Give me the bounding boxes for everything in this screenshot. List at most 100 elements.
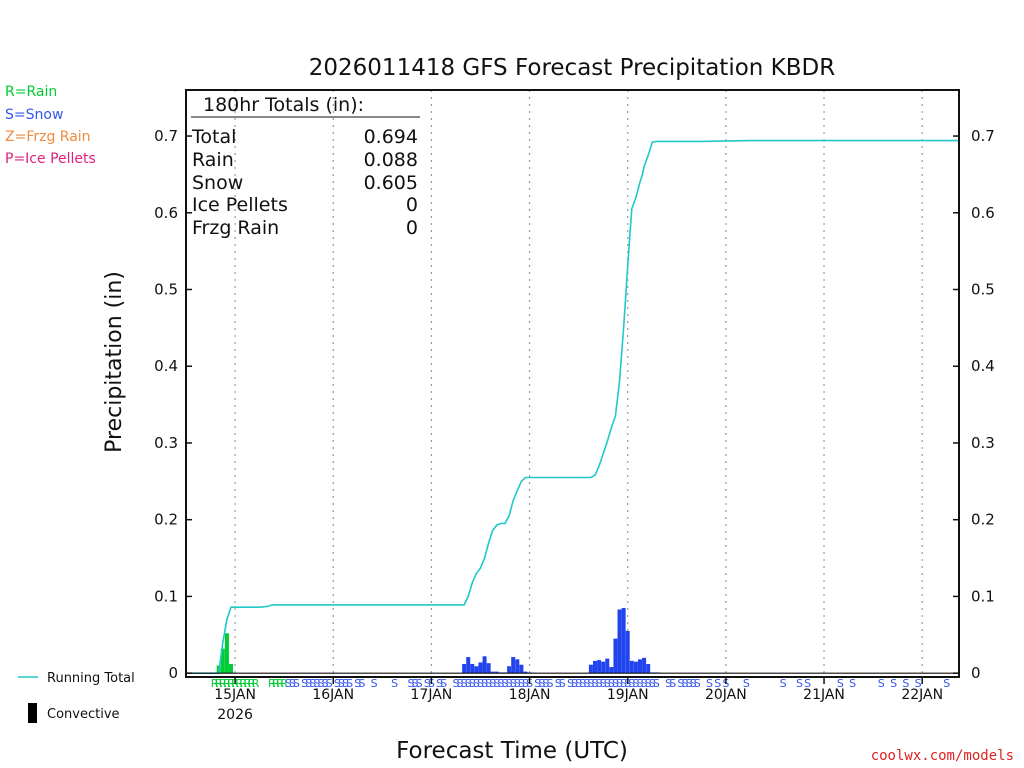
ptype-marker-r: R — [227, 677, 235, 690]
ptype-marker-s: S — [600, 677, 607, 690]
ptype-marker-s: S — [522, 677, 529, 690]
legend-snow: S=Snow — [5, 107, 63, 123]
totals-value-snow: 0.605 — [364, 172, 418, 194]
ptype-marker-s: S — [534, 677, 541, 690]
y-tick-label-left: 0.6 — [154, 204, 178, 222]
ptype-marker-s: S — [665, 677, 672, 690]
ptype-marker-r: R — [252, 677, 260, 690]
ptype-marker-s: S — [681, 677, 688, 690]
snow-bar — [588, 664, 593, 674]
ptype-marker-r: R — [219, 677, 227, 690]
ptype-marker-s: S — [596, 677, 603, 690]
ptype-marker-s: S — [587, 677, 594, 690]
ptype-marker-s: S — [391, 677, 398, 690]
plot-frame — [185, 89, 960, 678]
source-credit: coolwx.com/models — [871, 748, 1014, 764]
ptype-marker-s: S — [416, 677, 423, 690]
totals-value-rain: 0.088 — [364, 149, 418, 171]
precip-type-legend: R=Rain S=Snow Z=Frzg Rain P=Ice Pellets — [5, 84, 96, 167]
running-total-line — [186, 139, 959, 675]
ptype-marker-s: S — [653, 677, 660, 690]
y-tick-label-left: 0.3 — [154, 434, 178, 452]
ptype-marker-s: S — [575, 677, 582, 690]
ptype-marker-s: S — [567, 677, 574, 690]
ptype-marker-s: S — [358, 677, 365, 690]
ptype-marker-s: S — [436, 677, 443, 690]
y-tick-label-right: 0.6 — [971, 204, 995, 222]
ptype-marker-s: S — [547, 677, 554, 690]
snow-bar — [646, 663, 651, 674]
ptype-marker-s: S — [285, 677, 292, 690]
ptype-marker-s: S — [677, 677, 684, 690]
ptype-marker-s: S — [514, 677, 521, 690]
totals-box: 180hr Totals (in): Total 0.694 Rain 0.08… — [191, 94, 420, 239]
running-total-series — [186, 139, 959, 675]
ptype-marker-s: S — [538, 677, 545, 690]
ptype-marker-s: S — [317, 677, 324, 690]
bar-series — [216, 607, 663, 674]
snow-bar — [470, 663, 475, 674]
ptype-marker-s: S — [407, 677, 414, 690]
snow-bar — [490, 671, 495, 674]
y-tick-label-right: 0 — [971, 664, 981, 682]
ptype-marker-s: S — [555, 677, 562, 690]
ptype-marker-r: R — [280, 677, 288, 690]
gridlines — [234, 90, 923, 677]
chart-title: 2026011418 GFS Forecast Precipitation KB… — [309, 55, 835, 81]
snow-bar — [625, 630, 630, 674]
ptype-marker-s: S — [313, 677, 320, 690]
snow-bar — [462, 663, 467, 674]
ptype-marker-s: S — [878, 677, 885, 690]
ptype-marker-s: S — [309, 677, 316, 690]
ptype-marker-s: S — [346, 677, 353, 690]
snow-bar — [617, 609, 622, 674]
ptype-marker-s: S — [477, 677, 484, 690]
rain-bar — [224, 633, 229, 674]
snow-bar — [519, 664, 524, 674]
snow-bar — [478, 662, 483, 674]
x-axis-label: Forecast Time (UTC) — [396, 738, 628, 764]
series-legend: Running Total Convective — [18, 671, 135, 723]
snow-bar — [621, 607, 626, 674]
ptype-marker-s: S — [485, 677, 492, 690]
y-axis-label: Precipitation (in) — [102, 271, 127, 453]
ptype-marker-s: S — [849, 677, 856, 690]
ptype-marker-s: S — [481, 677, 488, 690]
x-tick-sublabel: 2026 — [217, 707, 253, 723]
ptype-marker-s: S — [641, 677, 648, 690]
ptype-marker-s: S — [632, 677, 639, 690]
ptype-marker-s: S — [542, 677, 549, 690]
totals-label-total: Total — [191, 126, 236, 148]
ptype-marker-s: S — [645, 677, 652, 690]
y-tick-label-left: 0.4 — [154, 357, 178, 375]
ptype-marker-s: S — [616, 677, 623, 690]
ptype-marker-s: S — [649, 677, 656, 690]
ptype-marker-r: R — [244, 677, 252, 690]
snow-bar — [642, 657, 647, 674]
ptype-marker-s: S — [571, 677, 578, 690]
ptype-marker-s: S — [342, 677, 349, 690]
y-tick-label-left: 0.2 — [154, 511, 178, 529]
ptype-marker-r: R — [235, 677, 243, 690]
ptype-marker-r: R — [248, 677, 256, 690]
totals-value-total: 0.694 — [364, 126, 418, 148]
ptype-marker-s: S — [518, 677, 525, 690]
ptype-marker-s: S — [612, 677, 619, 690]
ptype-marker-s: S — [452, 677, 459, 690]
ptype-marker-s: S — [412, 677, 419, 690]
x-tick-label: 20JAN — [705, 687, 747, 703]
ptype-marker-s: S — [510, 677, 517, 690]
ptype-marker-r: R — [272, 677, 280, 690]
x-tick-label: 19JAN — [607, 687, 649, 703]
ptype-marker-s: S — [690, 677, 697, 690]
y-tick-label-right: 0.7 — [971, 127, 995, 145]
y-tick-label-right: 0.5 — [971, 281, 995, 299]
ptype-marker-r: R — [276, 677, 284, 690]
convective-swatch — [28, 703, 37, 723]
ptype-marker-s: S — [322, 677, 329, 690]
x-axis-ticks: 15JAN 2026 16JAN 17JAN 18JAN 19JAN 20JAN 21JAN 2… — [214, 677, 943, 723]
totals-label-rain: Rain — [192, 149, 234, 171]
ptype-marker-s: S — [592, 677, 599, 690]
ptype-marker-s: S — [424, 677, 431, 690]
ptype-marker-r: R — [268, 677, 276, 690]
